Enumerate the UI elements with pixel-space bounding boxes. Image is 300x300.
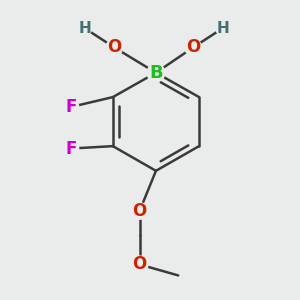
Circle shape: [131, 256, 148, 273]
Circle shape: [147, 64, 165, 82]
Text: O: O: [133, 255, 147, 273]
Text: O: O: [107, 38, 122, 56]
Circle shape: [216, 21, 230, 35]
Text: H: H: [78, 21, 91, 36]
Circle shape: [77, 21, 92, 35]
Text: O: O: [133, 202, 147, 220]
Circle shape: [131, 202, 148, 219]
Circle shape: [64, 100, 79, 114]
Circle shape: [106, 39, 123, 56]
Text: B: B: [149, 64, 163, 82]
Text: F: F: [65, 98, 77, 116]
Text: O: O: [186, 38, 200, 56]
Circle shape: [64, 141, 79, 156]
Text: H: H: [216, 21, 229, 36]
Circle shape: [185, 39, 201, 56]
Text: F: F: [65, 140, 77, 158]
